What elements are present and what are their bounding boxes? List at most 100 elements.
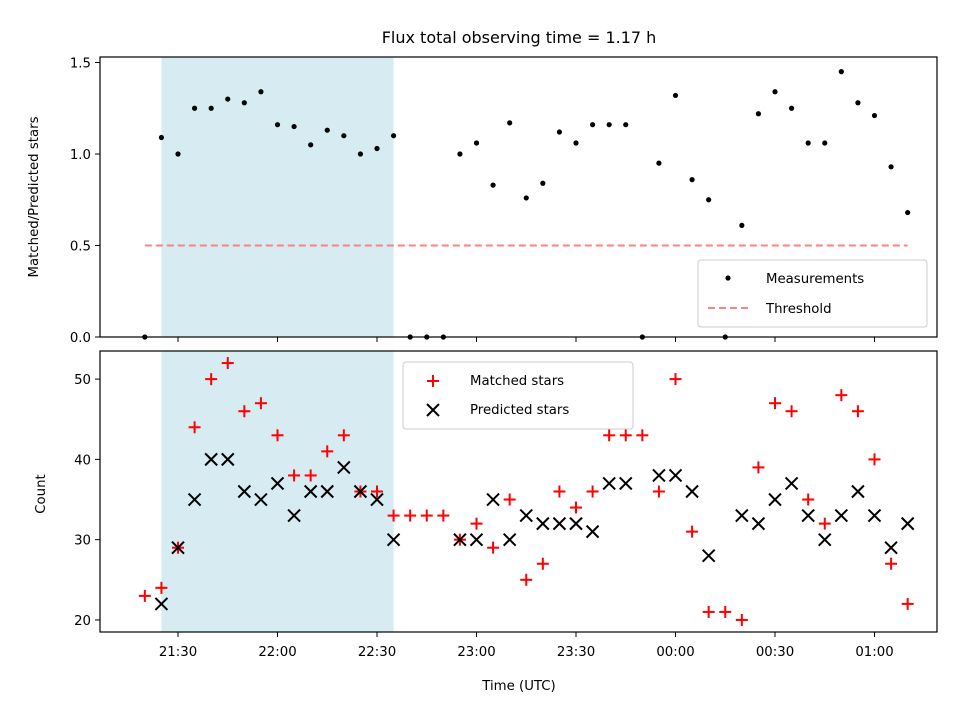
predicted-star-point — [668, 468, 683, 483]
predicted-star-stroke — [337, 460, 351, 475]
predicted-star-point — [171, 540, 185, 555]
matched-star-point — [155, 581, 168, 594]
matched-star-point — [702, 605, 715, 618]
top-y-tick-label: 1.0 — [70, 148, 91, 163]
matched-star-point — [520, 573, 533, 586]
bottom-legend: Matched stars Predicted stars — [402, 361, 634, 430]
measurement-point — [888, 164, 894, 170]
matched-star-point — [669, 373, 682, 386]
matched-star-point — [735, 613, 748, 626]
predicted-star-point — [751, 516, 766, 531]
bottom-y-tick-label: 30 — [74, 534, 91, 549]
measurement-point — [158, 134, 165, 141]
top-x-ticks — [177, 337, 875, 342]
measurement-point — [706, 197, 712, 203]
predicted-star-point — [768, 492, 782, 507]
chart-title: Flux total observing time = 1.17 h — [382, 28, 657, 47]
predicted-star-stroke — [900, 516, 915, 531]
predicted-star-stroke — [386, 532, 401, 547]
predicted-star-point — [353, 484, 368, 499]
measurement-point — [573, 140, 579, 146]
predicted-star-stroke — [585, 524, 600, 539]
measurement-point — [258, 89, 264, 95]
measurement-point — [755, 111, 762, 117]
top-y-ticks: 0.0 0.5 1.0 1.5 — [70, 56, 100, 346]
measurement-point — [374, 145, 380, 152]
measurement-point — [457, 151, 463, 157]
matched-star-point — [238, 405, 251, 418]
measurement-point — [225, 96, 231, 102]
legend-matched-label: Matched stars — [470, 374, 564, 389]
measurement-point — [871, 112, 878, 119]
measurement-point — [855, 100, 861, 106]
bottom-y-tick-label: 20 — [74, 614, 91, 629]
predicted-star-point — [303, 484, 318, 499]
matched-star-point — [752, 461, 765, 474]
predicted-star-stroke — [237, 484, 252, 499]
matched-star-point — [553, 485, 566, 498]
predicted-star-stroke — [668, 468, 683, 483]
legend-predicted-marker — [426, 403, 440, 417]
predicted-star-stroke — [221, 452, 235, 467]
matched-star-point — [404, 509, 417, 522]
predicted-star-point — [204, 452, 218, 467]
measurement-point — [308, 142, 314, 148]
predicted-star-stroke — [270, 476, 285, 491]
predicted-star-point — [652, 468, 666, 483]
predicted-star-stroke — [154, 597, 169, 611]
predicted-star-point — [453, 532, 467, 547]
matched-star-point — [470, 517, 483, 530]
measurement-point — [556, 129, 563, 135]
predicted-star-stroke — [851, 484, 865, 499]
measurement-point — [838, 69, 844, 75]
measurement-point — [805, 140, 811, 146]
top-y-axis-label: Matched/Predicted stars — [27, 116, 42, 277]
matched-star-point — [387, 509, 400, 522]
predicted-star-stroke — [768, 492, 782, 507]
matched-star-point — [487, 541, 500, 554]
measurement-point — [656, 160, 662, 166]
x-tick-label: 22:00 — [258, 645, 296, 660]
matched-star-point — [603, 429, 616, 442]
legend-predicted-label: Predicted stars — [470, 403, 569, 418]
predicted-star-point — [735, 508, 749, 523]
x-tick-label: 21:30 — [159, 645, 197, 660]
predicted-star-point — [867, 508, 882, 523]
matched-star-point — [769, 397, 781, 410]
predicted-star-stroke — [519, 508, 533, 523]
predicted-star-stroke — [320, 484, 334, 499]
bottom-legend-box — [402, 361, 634, 430]
predicted-star-point — [237, 484, 252, 499]
predicted-star-point — [602, 476, 616, 491]
matched-star-point — [536, 557, 549, 570]
predicted-star-stroke — [552, 516, 567, 531]
matched-star-point — [205, 373, 218, 386]
predicted-star-point — [486, 492, 500, 507]
predicted-star-stroke — [254, 492, 268, 507]
predicted-star-point — [254, 492, 268, 507]
measurement-point — [772, 89, 778, 95]
predicted-star-point — [818, 532, 832, 547]
predicted-star-stroke — [818, 532, 832, 547]
matched-star-point — [437, 509, 450, 522]
predicted-star-stroke — [602, 476, 616, 491]
x-tick-label: 22:30 — [358, 645, 396, 660]
bottom-y-ticks: 20 30 40 50 — [74, 373, 100, 629]
measurement-point — [822, 140, 828, 146]
matched-star-point — [288, 469, 301, 482]
measurement-point — [291, 123, 297, 130]
predicted-star-stroke — [502, 532, 517, 547]
predicted-star-stroke — [370, 492, 384, 507]
predicted-star-stroke — [784, 476, 799, 491]
bottom-x-ticks: 21:30 22:00 22:30 23:00 23:30 00:00 00:30 01:00 — [159, 632, 894, 660]
measurement-point — [390, 133, 397, 139]
measurement-point — [689, 177, 695, 183]
legend-matched-marker — [427, 375, 439, 387]
measurement-point — [473, 140, 480, 146]
predicted-star-stroke — [652, 468, 666, 483]
predicted-star-point — [320, 484, 334, 499]
predicted-star-point — [469, 532, 484, 547]
measurement-point — [208, 105, 214, 111]
matched-star-point — [636, 429, 649, 442]
predicted-star-point — [701, 549, 716, 563]
